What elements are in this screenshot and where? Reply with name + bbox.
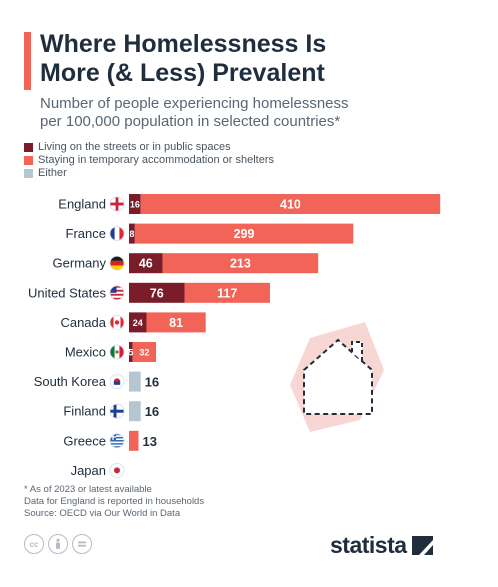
legend-item-temporary: Staying in temporary accommodation or sh…: [24, 154, 274, 167]
bar-canada-staying-in-value-label: 81: [169, 316, 183, 330]
footnote-line-2: Data for England is reported in househol…: [24, 496, 205, 507]
bar-mexico-living-on: [129, 342, 133, 362]
category-label-japan: Japan: [71, 463, 106, 478]
title-accent-bar: [24, 32, 31, 90]
bar-canada-living-on: [129, 312, 147, 333]
england-flag-icon: [109, 196, 125, 212]
bar-united-states-staying-in-value-label: 117: [217, 286, 237, 300]
legend-swatch-temporary: [24, 156, 33, 165]
bar-england-living-on-value-label: 16: [130, 200, 140, 210]
bar-germany-living-on-value-label: 46: [139, 257, 153, 271]
house-icon: [303, 338, 373, 415]
bar-south-korea-either: [129, 371, 141, 392]
legend-label-streets: Living on the streets or in public space…: [38, 141, 231, 153]
category-label-germany: Germany: [53, 256, 107, 271]
bar-england-living-on: [129, 194, 141, 214]
legend-label-temporary: Staying in temporary accommodation or sh…: [38, 154, 274, 166]
bar-germany-living-on: [129, 253, 163, 274]
footnote-line-1: * As of 2023 or latest available: [24, 484, 152, 495]
bar-france-staying-in: [134, 223, 354, 244]
legend-item-either: Either: [24, 167, 274, 180]
bar-mexico-staying-in: [132, 342, 157, 362]
bar-united-states-staying-in: [184, 282, 270, 303]
canada-flag-icon: [109, 314, 125, 330]
house-illustration: [290, 322, 384, 432]
south-korea-flag-icon: [109, 374, 125, 390]
legend-swatch-streets: [24, 143, 33, 152]
chart-subtitle: Number of people experiencing homelessne…: [40, 95, 460, 131]
mexico-flag-icon: [109, 344, 125, 360]
bar-south-korea-either-value-label: 16: [145, 375, 159, 390]
germany-flag-icon: [109, 255, 125, 271]
bar-greece-staying-in-value-label: 13: [142, 434, 156, 449]
category-label-finland: Finland: [63, 404, 106, 419]
creative-commons-icon[interactable]: cc: [24, 534, 44, 554]
subtitle-line-2: per 100,000 population in selected count…: [40, 113, 341, 130]
category-label-france: France: [66, 226, 106, 241]
legend-item-streets: Living on the streets or in public space…: [24, 141, 274, 154]
usa-flag-icon: [109, 285, 125, 301]
statista-logo[interactable]: statista: [330, 532, 433, 559]
brand-wordmark: statista: [330, 532, 407, 558]
japan-flag-icon: [109, 462, 125, 478]
bar-france-living-on-value-label: 8: [129, 229, 134, 239]
category-label-mexico: Mexico: [65, 345, 106, 360]
chart-title: Where Homelessness Is More (& Less) Prev…: [40, 30, 460, 88]
title-line-1: Where Homelessness Is: [40, 30, 327, 58]
bars-layer: England 16 410 France 8 299 Germany 46 213 United…: [28, 194, 441, 478]
bar-united-states-living-on: [129, 282, 185, 303]
legend-label-either: Either: [38, 167, 67, 179]
finland-flag-icon: [109, 403, 125, 419]
no-derivatives-icon[interactable]: [72, 534, 92, 554]
category-label-england: England: [58, 197, 106, 212]
bar-canada-staying-in: [146, 312, 206, 333]
bar-france-living-on: [129, 223, 135, 244]
bar-england-staying-in: [140, 194, 441, 214]
bar-england-staying-in-value-label: 410: [280, 198, 301, 212]
france-flag-icon: [109, 226, 125, 242]
bar-united-states-living-on-value-label: 76: [150, 286, 164, 300]
bar-canada-living-on-value-label: 24: [133, 318, 143, 328]
source-note: Source: OECD via Our World in Data: [24, 508, 181, 519]
category-label-greece: Greece: [63, 433, 106, 448]
attribution-icon[interactable]: [48, 534, 68, 554]
license-icons: cc: [24, 534, 92, 554]
footnote: * As of 2023 or latest available Data fo…: [24, 484, 204, 520]
legend-swatch-either: [24, 169, 33, 178]
bar-germany-staying-in: [162, 253, 319, 274]
bar-finland-either: [129, 401, 141, 422]
category-label-canada: Canada: [60, 315, 106, 330]
title-line-2: More (& Less) Prevalent: [40, 59, 325, 87]
bar-france-staying-in-value-label: 299: [234, 227, 255, 241]
bar-mexico-living-on-value-label: 5: [128, 348, 133, 358]
bar-germany-staying-in-value-label: 213: [230, 257, 251, 271]
legend: Living on the streets or in public space…: [24, 141, 274, 180]
category-label-united-states: United States: [28, 285, 107, 300]
bar-mexico-staying-in-value-label: 32: [139, 348, 149, 358]
bar-greece-staying-in: [129, 430, 139, 451]
greece-flag-icon: [109, 433, 125, 449]
category-label-south-korea: South Korea: [34, 374, 107, 389]
subtitle-line-1: Number of people experiencing homelessne…: [40, 95, 349, 112]
bar-finland-either-value-label: 16: [145, 404, 159, 419]
statista-logo-mark-icon: [411, 536, 433, 555]
